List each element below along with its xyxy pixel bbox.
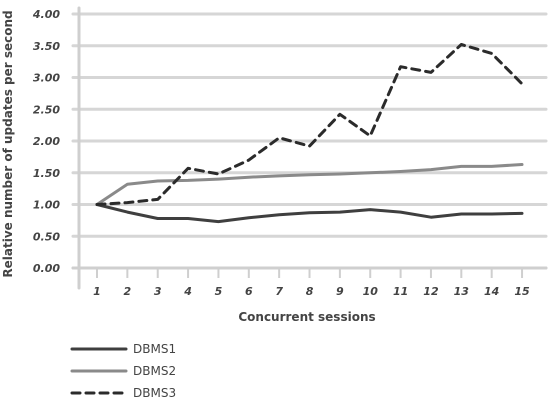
tick-labels: 0.000.501.001.502.002.503.003.504.001 2 3 4… [32,8,530,298]
x-tick-label: 12 [423,285,439,298]
x-tick-label: 4 [183,285,192,298]
x-tick-label: 9 [336,285,344,298]
x-tick-label: 11 [393,285,408,298]
x-tick-label: 7 [275,285,283,298]
legend-label: DBMS1 [133,342,176,356]
x-tick-label: 14 [484,285,499,298]
y-tick-label: 3.00 [33,72,60,85]
x-tick-label: 6 [245,285,253,298]
series-line-dbms1 [95,203,524,224]
legend: DBMS1 DBMS2 DBMS3 [70,342,176,400]
y-tick-label: 3.50 [33,40,60,53]
x-axis-label: Concurrent sessions [238,310,375,324]
y-tick-label: 2.50 [33,103,60,116]
y-tick-label: 0.00 [33,262,60,275]
x-tick-label: 3 [154,285,162,298]
legend-label: DBMS3 [133,386,176,400]
x-tick-label: 8 [306,285,314,298]
y-tick-label: 1.00 [33,199,60,212]
legend-label: DBMS2 [133,364,176,378]
axes [71,6,548,290]
series-line-dbms3 [95,43,524,206]
grid-lines [71,12,548,270]
x-tick-label: 13 [454,285,470,298]
x-tick-label: 2 [124,285,132,298]
x-tick-label: 1 [93,285,101,298]
series-line-dbms2 [95,163,524,206]
y-tick-label: 4.00 [32,8,60,21]
x-tick-label: 10 [363,285,379,298]
x-tick-label: 15 [514,285,530,298]
x-tick-label: 5 [215,285,223,298]
y-axis-label: Relative number of updates per second [1,10,15,277]
series-lines [95,43,524,224]
y-tick-label: 2.00 [33,135,60,148]
y-tick-label: 0.50 [33,230,60,243]
y-tick-label: 1.50 [33,167,60,180]
